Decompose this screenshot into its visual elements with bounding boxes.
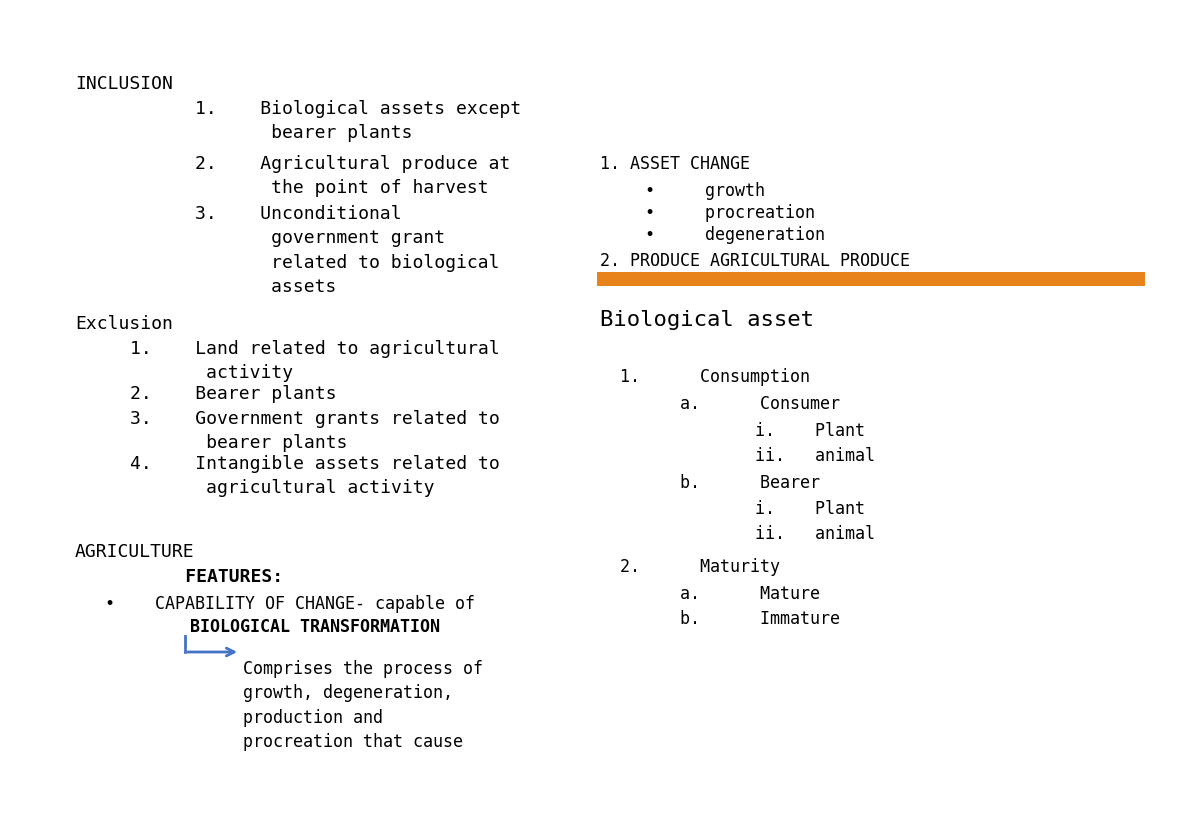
Text: INCLUSION: INCLUSION — [74, 75, 173, 93]
Text: Comprises the process of
growth, degeneration,
production and
procreation that c: Comprises the process of growth, degener… — [242, 660, 482, 751]
Text: •    CAPABILITY OF CHANGE- capable of: • CAPABILITY OF CHANGE- capable of — [106, 595, 475, 613]
Text: 1. ASSET CHANGE: 1. ASSET CHANGE — [600, 155, 750, 173]
Text: Exclusion: Exclusion — [74, 315, 173, 333]
Text: 1.    Land related to agricultural
       activity: 1. Land related to agricultural activity — [130, 340, 499, 382]
Text: a.      Mature: a. Mature — [680, 585, 820, 603]
Text: AGRICULTURE: AGRICULTURE — [74, 543, 194, 561]
Bar — [598, 272, 1145, 286]
Text: 4.    Intangible assets related to
       agricultural activity: 4. Intangible assets related to agricult… — [130, 455, 499, 497]
Text: •     degeneration: • degeneration — [646, 226, 826, 244]
Text: •     growth: • growth — [646, 182, 766, 200]
Text: b.      Bearer: b. Bearer — [680, 474, 820, 492]
Text: 2. PRODUCE AGRICULTURAL PRODUCE: 2. PRODUCE AGRICULTURAL PRODUCE — [600, 252, 910, 270]
Text: i.    Plant: i. Plant — [755, 500, 865, 518]
Text: •     procreation: • procreation — [646, 204, 815, 222]
Text: 3.    Government grants related to
       bearer plants: 3. Government grants related to bearer p… — [130, 410, 499, 452]
Text: 2.      Maturity: 2. Maturity — [620, 558, 780, 576]
Text: 2.    Bearer plants: 2. Bearer plants — [130, 385, 337, 403]
Text: i.    Plant: i. Plant — [755, 422, 865, 440]
Text: a.      Consumer: a. Consumer — [680, 395, 840, 413]
Text: FEATURES:: FEATURES: — [120, 568, 283, 586]
Text: 3.    Unconditional
       government grant
       related to biological
       : 3. Unconditional government grant relate… — [194, 205, 499, 296]
Text: b.      Immature: b. Immature — [680, 610, 840, 628]
Text: 1.      Consumption: 1. Consumption — [620, 368, 810, 386]
Text: 1.    Biological assets except
       bearer plants: 1. Biological assets except bearer plant… — [194, 100, 521, 142]
Text: 2.    Agricultural produce at
       the point of harvest: 2. Agricultural produce at the point of … — [194, 155, 510, 197]
Text: ii.   animal: ii. animal — [755, 525, 875, 543]
Text: ii.   animal: ii. animal — [755, 447, 875, 465]
Text: BIOLOGICAL TRANSFORMATION: BIOLOGICAL TRANSFORMATION — [140, 618, 440, 636]
Text: Biological asset: Biological asset — [600, 310, 814, 330]
